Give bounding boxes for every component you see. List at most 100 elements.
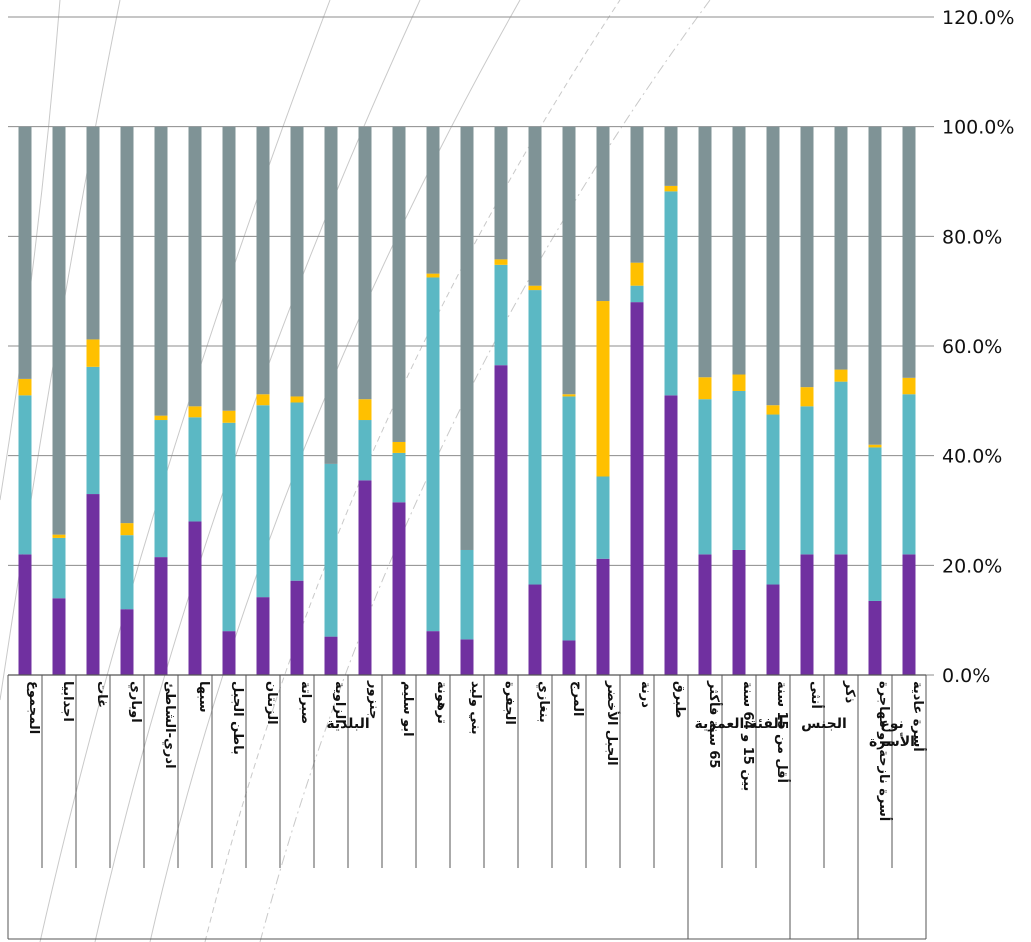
group-label: الجنس	[801, 716, 847, 732]
bar-segment	[86, 366, 100, 495]
bar-segment	[800, 554, 814, 675]
group-label: البلدية	[326, 716, 369, 732]
bar-segment	[664, 126, 678, 186]
bar-segment	[528, 584, 542, 675]
bar-segment	[52, 534, 66, 538]
bar-segment	[188, 126, 202, 407]
bar-segment	[902, 126, 916, 378]
category-label: 65 سنة فأكثر	[706, 680, 723, 768]
bar-segment	[596, 126, 610, 302]
bar-segment	[562, 640, 576, 675]
bar-segment	[222, 126, 236, 411]
bar-segment	[358, 420, 372, 481]
bar-segment	[256, 394, 270, 406]
bar-segment	[698, 399, 712, 555]
y-tick-label: 20.0%	[942, 555, 1002, 577]
bar-segment	[868, 447, 882, 601]
bar-segment	[18, 395, 32, 555]
bar-segment	[52, 537, 66, 599]
bar-segment	[800, 406, 814, 555]
bar-segment	[732, 390, 746, 550]
bar-segment	[392, 126, 406, 442]
category-label: الجبل الأخضر	[604, 680, 621, 766]
bar-segment	[834, 554, 848, 675]
bar-segment	[460, 126, 474, 550]
bar-segment	[290, 396, 304, 403]
bar-segment	[868, 444, 882, 448]
bar-segment	[596, 558, 610, 675]
bar-segment	[460, 639, 474, 675]
bar-segment	[86, 339, 100, 367]
bar-segment	[426, 277, 440, 632]
bar-segment	[86, 126, 100, 340]
category-label: ترهونة	[434, 681, 449, 724]
bar-segment	[324, 126, 338, 464]
category-label: بنغازي	[536, 681, 551, 723]
y-tick-label: 0.0%	[942, 665, 990, 687]
bar-segment	[630, 126, 644, 263]
bar-segment	[494, 126, 508, 260]
bar-segment	[358, 126, 372, 400]
bar-segment	[120, 126, 134, 524]
bar-segment	[562, 126, 576, 395]
bar-segment	[528, 285, 542, 291]
bar-segment	[698, 126, 712, 378]
y-axis-ticks: 0.0% 20.0% 40.0% 60.0% 80.0% 100.0% 120.0%	[942, 7, 1014, 687]
bar-segment	[290, 580, 304, 675]
bar-segment	[596, 301, 610, 477]
group-label: الأسرة	[869, 733, 915, 750]
bar-segment	[222, 410, 236, 423]
bar-segment	[732, 374, 746, 391]
bar-segment	[664, 191, 678, 396]
bar-segment	[120, 535, 134, 610]
bar-segment	[426, 631, 440, 675]
bar-segment	[120, 609, 134, 675]
bar-segment	[528, 290, 542, 585]
bar-segment	[256, 126, 270, 395]
category-label: بين 15 و 64 سنة	[740, 681, 755, 791]
category-label: أقل من 15 سنة	[774, 681, 791, 783]
bar-segment	[154, 420, 168, 558]
bar-segment	[698, 554, 712, 675]
bar-segment	[630, 285, 644, 303]
bar-segment	[392, 452, 406, 503]
bar-segment	[222, 631, 236, 675]
bar-segment	[562, 394, 576, 397]
bar-segment	[256, 405, 270, 598]
bar-segment	[902, 394, 916, 555]
category-label: أسرة نازحة أو مهاجرة	[876, 681, 893, 821]
y-tick-label: 80.0%	[942, 226, 1002, 248]
bar-segment	[256, 597, 270, 675]
bar-segment	[664, 395, 678, 675]
bar-segment	[188, 417, 202, 522]
category-label: أسرة عادية	[910, 681, 927, 752]
bar-segment	[154, 415, 168, 421]
bar-segment	[392, 502, 406, 675]
y-tick-label: 40.0%	[942, 446, 1002, 468]
decor-arc	[0, 0, 61, 501]
bar-segment	[766, 414, 780, 585]
bar-segment	[188, 521, 202, 675]
bar-segment	[52, 126, 66, 535]
bar-segment	[732, 549, 746, 675]
bar-segment	[834, 381, 848, 555]
bar-segment	[120, 523, 134, 536]
decor-arc	[39, 0, 331, 942]
bar-segment	[868, 600, 882, 675]
bar-segment	[18, 554, 32, 675]
bar-segment	[324, 463, 338, 637]
y-tick-label: 120.0%	[942, 7, 1014, 29]
bar-segment	[766, 584, 780, 675]
bar-segment	[732, 126, 746, 375]
category-label: جنزور	[366, 680, 381, 719]
bar-segment	[18, 378, 32, 396]
bars	[18, 126, 916, 675]
bar-segment	[834, 369, 848, 382]
y-tick-label: 100.0%	[942, 117, 1014, 139]
category-label: سبها	[196, 681, 211, 713]
bar-segment	[154, 557, 168, 675]
bar-segment	[358, 399, 372, 421]
bar-segment	[18, 126, 32, 379]
bar-segment	[494, 264, 508, 366]
bar-segment	[188, 406, 202, 418]
